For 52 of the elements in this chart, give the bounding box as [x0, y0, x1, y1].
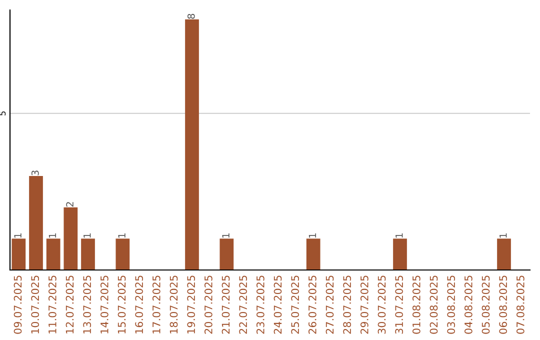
- x-tick-label: 22.07.2025: [239, 276, 248, 334]
- data-label: 1: [308, 233, 316, 238]
- bar: [12, 238, 26, 270]
- data-label: 1: [118, 233, 126, 238]
- x-tick-label: 24.07.2025: [274, 276, 282, 334]
- x-tick-label: 10.07.2025: [31, 276, 40, 334]
- x-tick-label: 16.07.2025: [135, 276, 144, 334]
- x-tick-label: 15.07.2025: [118, 276, 126, 334]
- x-tick-label: 18.07.2025: [170, 276, 178, 334]
- bar: [116, 238, 130, 270]
- x-tick-label: 17.07.2025: [152, 276, 160, 334]
- x-tick-label: 06.08.2025: [499, 276, 508, 334]
- x-tick-label: 03.08.2025: [447, 276, 456, 334]
- bar: [306, 238, 320, 270]
- x-tick-label: 05.08.2025: [482, 276, 490, 334]
- bar: [46, 238, 60, 270]
- x-tick-label: 23.07.2025: [256, 276, 264, 334]
- data-label: 8: [187, 14, 195, 19]
- x-tick-label: 29.07.2025: [360, 276, 368, 334]
- data-label: 1: [500, 233, 507, 238]
- bar: [220, 238, 234, 270]
- x-tick-label: 21.07.2025: [222, 276, 230, 334]
- data-label: 3: [31, 170, 39, 176]
- x-tick-label: 31.07.2025: [395, 276, 404, 334]
- bar: [185, 19, 199, 270]
- x-tick-label: 09.07.2025: [14, 276, 22, 334]
- x-tick-label: 19.07.2025: [187, 276, 196, 334]
- x-tick-label: 20.07.2025: [204, 276, 212, 334]
- x-tick-label: 12.07.2025: [66, 276, 74, 334]
- x-tick-label: 11.07.2025: [48, 276, 56, 334]
- data-label: 1: [48, 233, 56, 238]
- x-tick-label: 26.07.2025: [308, 276, 316, 334]
- bar: [81, 238, 95, 270]
- x-tick-label: 02.08.2025: [430, 276, 438, 334]
- x-tick-label: 14.07.2025: [100, 276, 108, 334]
- data-label: 1: [84, 233, 91, 238]
- data-label: 1: [14, 233, 22, 238]
- x-tick-label: 07.08.2025: [516, 276, 524, 334]
- bar: [393, 238, 407, 270]
- x-tick-label: 01.08.2025: [412, 276, 420, 334]
- x-tick-label: 13.07.2025: [83, 276, 92, 334]
- x-tick-label: 27.07.2025: [326, 276, 334, 334]
- data-label: 1: [222, 233, 230, 238]
- bar: [64, 207, 78, 270]
- x-tick-label: 30.07.2025: [378, 276, 386, 334]
- data-label: 2: [66, 202, 74, 207]
- data-label: 1: [396, 233, 403, 238]
- bar: [497, 238, 511, 270]
- bar: [29, 176, 43, 270]
- x-tick-label: 28.07.2025: [343, 276, 352, 334]
- x-tick-label: 04.08.2025: [464, 276, 472, 334]
- x-tick-label: 25.07.2025: [291, 276, 300, 334]
